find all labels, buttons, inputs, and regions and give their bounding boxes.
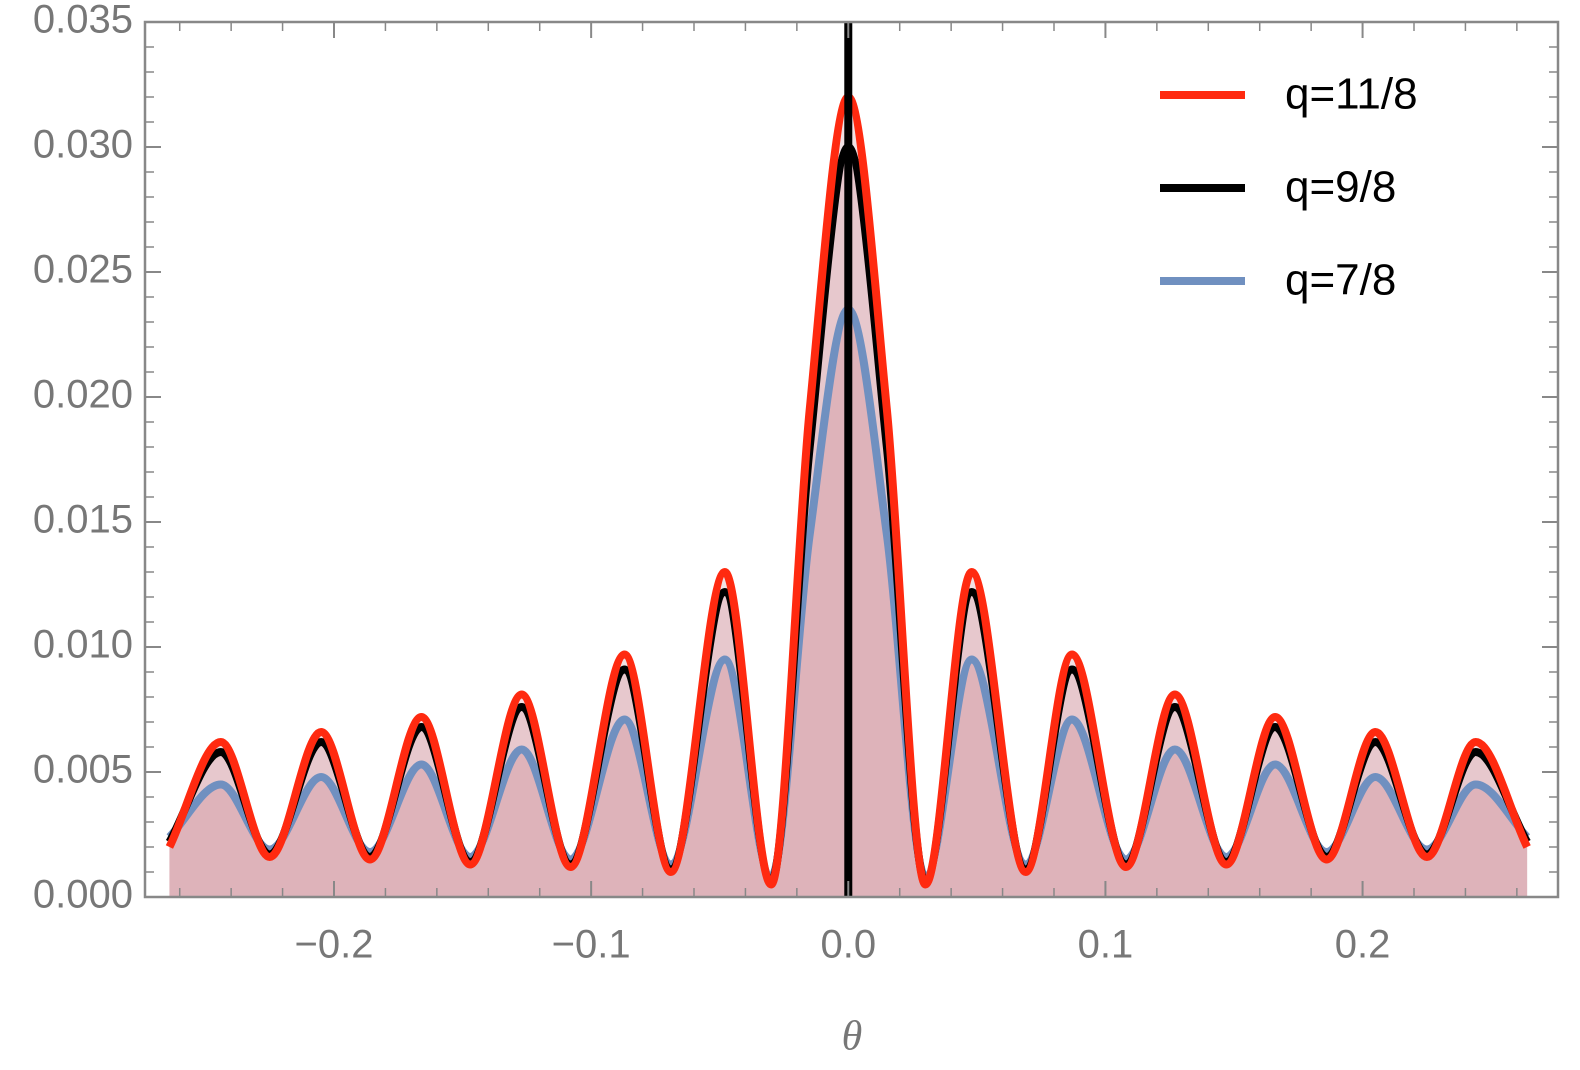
y-tick-label: 0.025 bbox=[33, 248, 133, 292]
y-tick-label: 0.015 bbox=[33, 498, 133, 542]
y-tick-label: 0.030 bbox=[33, 123, 133, 167]
x-axis-label: θ bbox=[842, 1014, 863, 1060]
x-tick-label: −0.1 bbox=[552, 923, 631, 967]
y-tick-label: 0.035 bbox=[33, 0, 133, 42]
legend-label: q=11/8 bbox=[1285, 70, 1418, 119]
x-tick-label: 0.1 bbox=[1078, 923, 1134, 967]
y-tick-label: 0.020 bbox=[33, 373, 133, 417]
legend-label: q=9/8 bbox=[1285, 163, 1396, 212]
x-tick-label: 0.2 bbox=[1335, 923, 1391, 967]
legend-label: q=7/8 bbox=[1285, 256, 1396, 305]
y-tick-label: 0.000 bbox=[33, 873, 133, 917]
y-tick-label: 0.005 bbox=[33, 748, 133, 792]
y-tick-label: 0.010 bbox=[33, 623, 133, 667]
x-tick-label: −0.2 bbox=[295, 923, 374, 967]
x-tick-label: 0.0 bbox=[820, 923, 876, 967]
plot-frame bbox=[143, 20, 1560, 899]
